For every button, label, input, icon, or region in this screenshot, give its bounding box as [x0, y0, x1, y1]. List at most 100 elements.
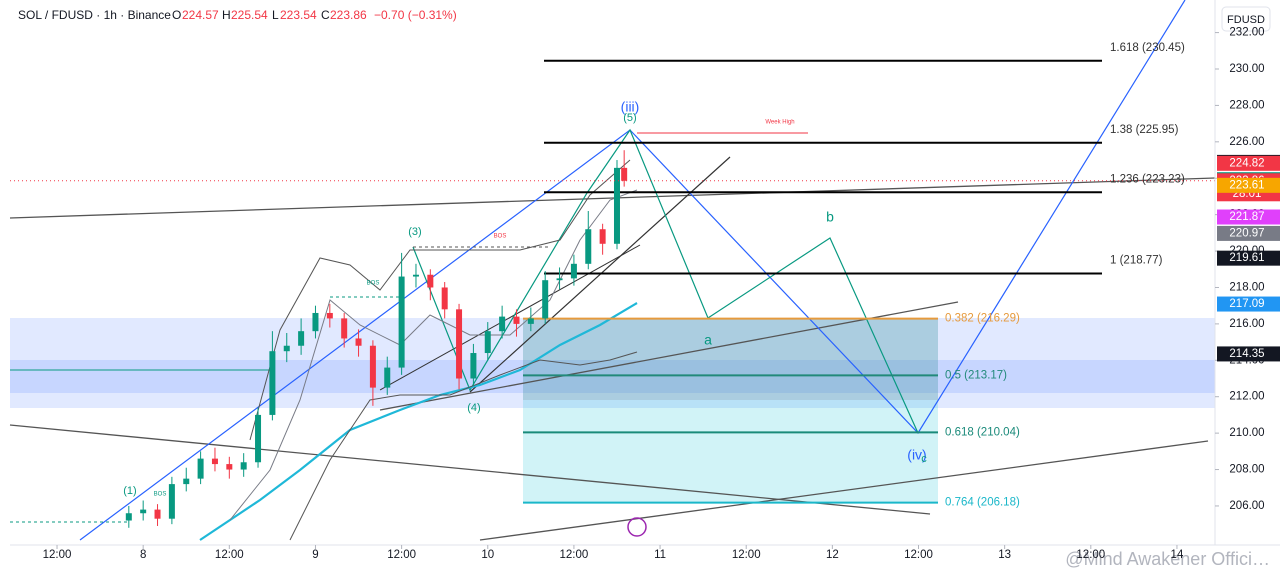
price-tag-label: 217.09: [1229, 298, 1264, 310]
y-tick-label: 208.00: [1229, 464, 1264, 476]
candle-body: [456, 309, 463, 379]
candle-body: [570, 263, 577, 279]
price-tag-label: 219.61: [1229, 252, 1264, 264]
header-change: −0.70 (−0.31%): [374, 8, 457, 22]
watermark: @Mind Awakener Offici…: [1065, 549, 1270, 569]
candle-body: [470, 353, 477, 379]
candle-body: [484, 331, 491, 354]
header-o-label: O: [172, 8, 181, 22]
x-tick-label: 12:00: [732, 549, 761, 561]
week-high-label: Week High: [765, 120, 794, 126]
candle-body: [298, 331, 305, 346]
header-l-label: L: [272, 8, 279, 22]
candle-body: [211, 458, 218, 465]
x-tick-label: 12:00: [387, 549, 416, 561]
x-tick-label: 12:00: [1076, 549, 1105, 561]
x-tick-label: 9: [312, 549, 318, 561]
candle-body: [427, 274, 434, 288]
header-h-label: H: [222, 8, 231, 22]
y-tick-label: 216.00: [1229, 318, 1264, 330]
price-tag-label: 214.35: [1229, 348, 1264, 360]
y-tick-label: 206.00: [1229, 500, 1264, 512]
wave-label: (iii): [621, 99, 640, 115]
y-tick-label: 230.00: [1229, 63, 1264, 75]
candle-body: [168, 484, 175, 519]
candle-body: [197, 458, 204, 479]
candle-body: [599, 229, 606, 244]
x-tick-label: 12:00: [215, 549, 244, 561]
wave-label: (iv): [907, 447, 926, 463]
price-tag: [1217, 250, 1280, 266]
candle-body: [369, 345, 376, 388]
x-tick-label: 12: [826, 549, 839, 561]
fib-label: 0.382 (216.29): [945, 313, 1020, 325]
y-tick-label: 212.00: [1229, 391, 1264, 403]
price-tag-label: 223.61: [1229, 179, 1264, 191]
y-tick-label: 210.00: [1229, 427, 1264, 439]
candle-body: [341, 318, 348, 339]
candle-body: [384, 367, 391, 388]
price-tag-label: 220.97: [1229, 227, 1264, 239]
candle-body: [240, 462, 247, 470]
price-tag: [1217, 346, 1280, 362]
x-tick-label: 12:00: [560, 549, 589, 561]
candle-body: [556, 278, 563, 281]
fib-label: 1.618 (230.45): [1110, 42, 1185, 54]
bos-label: BOS: [494, 234, 507, 240]
header-o: 224.57: [182, 8, 219, 22]
candle-body: [499, 316, 506, 332]
price-tag: [1217, 225, 1280, 241]
price-tag: [1217, 155, 1280, 171]
header-symbol: SOL / FDUSD · 1h · Binance: [18, 8, 171, 22]
price-tag: [1217, 296, 1280, 312]
candle-body: [125, 513, 132, 521]
header-l: 223.54: [280, 8, 317, 22]
candle-body: [621, 167, 628, 181]
candle-body: [140, 509, 147, 514]
x-tick-label: 12:00: [904, 549, 933, 561]
fib-label: 1 (218.77): [1110, 254, 1163, 266]
wave-label: (5): [623, 112, 636, 124]
candle-body: [585, 229, 592, 264]
candle-body: [255, 414, 262, 463]
wave-label: c: [921, 453, 927, 465]
wave-label: (1): [123, 485, 136, 497]
x-tick-label: 10: [481, 549, 494, 561]
candle-body: [355, 338, 362, 346]
candle-body: [226, 464, 233, 470]
wave-label: a: [704, 332, 712, 348]
fib-label: 1.38 (225.95): [1110, 124, 1179, 136]
currency-label[interactable]: FDUSD: [1227, 14, 1265, 26]
candle-body: [398, 276, 405, 368]
candle-body: [269, 351, 276, 415]
currency-button[interactable]: [1221, 6, 1271, 32]
price-tag: [1217, 177, 1280, 193]
candle-body: [283, 345, 290, 352]
candle-body: [183, 478, 190, 485]
wave-label: (3): [408, 226, 421, 238]
candle-body: [412, 274, 419, 277]
drawings: [9, 0, 1216, 541]
header-c-label: C: [321, 8, 330, 22]
y-tick-label: 228.00: [1229, 99, 1264, 111]
price-tag-label: 221.87: [1229, 211, 1264, 223]
fib-label: 1.236 (223.23): [1110, 173, 1185, 185]
x-tick-label: 12:00: [43, 549, 72, 561]
x-tick-label: 8: [140, 549, 146, 561]
candle-body: [613, 167, 620, 244]
x-tick-label: 14: [1171, 549, 1184, 561]
candle-body: [513, 316, 520, 324]
y-tick-label: 226.00: [1229, 136, 1264, 148]
candle-body: [441, 287, 448, 310]
x-tick-label: 11: [654, 549, 666, 561]
candle-body: [154, 509, 161, 519]
y-tick-label: 218.00: [1229, 282, 1264, 294]
fib-label: 0.5 (213.17): [945, 369, 1007, 381]
header-h: 225.54: [231, 8, 268, 22]
candle-body: [312, 312, 319, 332]
y-tick-label: 232.00: [1229, 27, 1264, 39]
fib-label: 0.764 (206.18): [945, 497, 1020, 509]
bos-label: BOS: [367, 281, 380, 287]
fib-label: 0.618 (210.04): [945, 426, 1020, 438]
